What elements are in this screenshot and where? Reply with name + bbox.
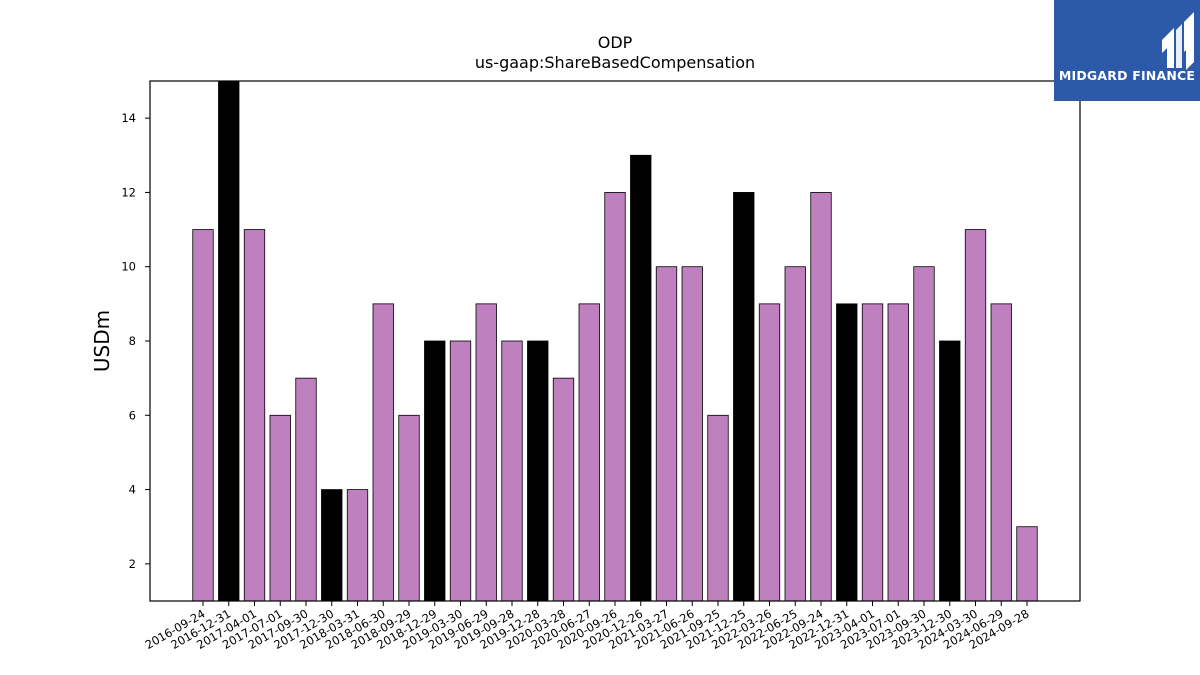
bar-2024-03-30 [964,229,987,602]
chart-title: ODP [598,33,633,52]
bar-2023-12-30 [939,340,961,602]
x-axis-ticks: 2016-09-242016-12-312017-04-012017-07-01… [143,601,1032,652]
bar-2022-03-26 [758,303,781,602]
bar-2024-06-29 [990,303,1012,602]
chart-subtitle: us-gaap:ShareBasedCompensation [475,53,755,72]
y-tick-label: 2 [129,557,136,571]
bar-2019-09-28 [501,340,523,602]
bar-2024-09-28 [1016,526,1038,602]
bar-2017-04-01 [243,229,266,602]
y-tick-label: 14 [121,111,136,125]
bar-2019-06-29 [475,303,497,602]
y-tick-label: 8 [129,334,136,348]
bar-2017-12-30 [321,489,343,602]
y-tick-label: 4 [129,483,136,497]
y-tick-label: 12 [121,185,136,199]
bar-2020-12-26 [630,154,652,602]
bar-2017-09-30 [295,377,317,602]
logo-mark-icon [1162,12,1194,70]
bar-2018-12-29 [424,340,446,602]
y-axis-ticks: 2 4 6 8 10 12 14 [121,111,150,571]
plot-frame [149,80,1081,602]
bar-2022-12-31 [836,303,858,602]
bar-2020-06-27 [578,303,600,602]
y-tick-label: 10 [121,260,136,274]
y-axis-label: USDm [90,310,114,372]
bar-2016-09-24 [192,229,214,602]
bars-group [192,80,1038,602]
bar-2018-03-31 [346,489,369,602]
bar-2018-09-29 [398,414,420,602]
bar-2023-09-30 [913,266,935,602]
bar-2021-09-25 [707,414,729,602]
bar-2021-06-26 [681,266,703,602]
bar-2022-09-24 [810,192,832,602]
bar-2022-06-25 [784,266,806,602]
y-tick-label: 6 [129,408,136,422]
bar-2017-07-01 [269,414,291,602]
bar-2021-12-25 [733,192,755,602]
bar-2023-07-01 [887,303,909,602]
bar-2019-03-30 [449,340,472,602]
bar-2021-03-27 [655,266,678,602]
logo-text: MIDGARD FINANCE [1058,68,1196,83]
bar-2020-03-28 [552,377,575,602]
midgard-finance-logo: MIDGARD FINANCE [1054,0,1200,101]
bar-2020-09-26 [604,192,626,602]
bar-2018-06-30 [372,303,394,602]
bar-2023-04-01 [861,303,884,602]
bar-2019-12-28 [527,340,549,602]
bar-2016-12-31 [218,80,240,602]
